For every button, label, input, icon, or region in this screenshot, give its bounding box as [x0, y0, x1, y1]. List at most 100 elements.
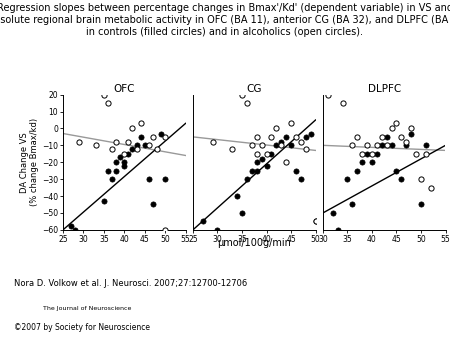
- Point: [162, 134, 169, 140]
- Text: The Journal of Neuroscience: The Journal of Neuroscience: [43, 306, 131, 311]
- Point: [349, 143, 356, 148]
- Point: [312, 219, 319, 224]
- Point: [253, 151, 260, 156]
- Point: [137, 134, 144, 140]
- Point: [112, 168, 120, 173]
- Point: [349, 202, 356, 207]
- Point: [364, 151, 371, 156]
- Point: [344, 176, 351, 182]
- Point: [133, 146, 140, 151]
- Point: [129, 126, 136, 131]
- Point: [383, 134, 390, 140]
- Text: Nora D. Volkow et al. J. Neurosci. 2007;27:12700-12706: Nora D. Volkow et al. J. Neurosci. 2007;…: [14, 279, 247, 288]
- Point: [273, 126, 280, 131]
- Point: [378, 143, 385, 148]
- Point: [243, 100, 251, 106]
- Point: [145, 176, 153, 182]
- Point: [253, 160, 260, 165]
- Point: [162, 176, 169, 182]
- Point: [369, 151, 376, 156]
- Point: [104, 168, 112, 173]
- Point: [408, 131, 415, 136]
- Title: DLPFC: DLPFC: [368, 84, 401, 94]
- Point: [199, 219, 207, 224]
- Point: [283, 160, 290, 165]
- Point: [121, 151, 128, 156]
- Point: [369, 160, 376, 165]
- Point: [418, 176, 425, 182]
- Point: [339, 100, 346, 106]
- Point: [359, 160, 366, 165]
- Point: [229, 146, 236, 151]
- Point: [248, 143, 256, 148]
- Point: [158, 131, 165, 136]
- Point: [354, 168, 361, 173]
- Point: [408, 126, 415, 131]
- Point: [258, 156, 265, 162]
- Point: [72, 227, 79, 233]
- Point: [100, 198, 108, 204]
- Point: [427, 185, 434, 190]
- Point: [104, 100, 112, 106]
- Point: [373, 143, 380, 148]
- Point: [329, 210, 336, 216]
- Point: [92, 143, 99, 148]
- Point: [112, 139, 120, 145]
- Point: [302, 134, 309, 140]
- Point: [413, 151, 420, 156]
- Point: [268, 151, 275, 156]
- Point: [149, 202, 157, 207]
- Point: [403, 139, 410, 145]
- Point: [418, 202, 425, 207]
- Point: [112, 160, 120, 165]
- Text: Regression slopes between percentage changes in Bmax'/Kd' (dependent variable) i: Regression slopes between percentage cha…: [0, 3, 450, 37]
- Point: [121, 160, 128, 165]
- Point: [68, 224, 75, 229]
- Point: [141, 143, 149, 148]
- Point: [258, 143, 265, 148]
- Point: [76, 139, 83, 145]
- Point: [393, 121, 400, 126]
- Point: [214, 227, 221, 233]
- Point: [238, 210, 246, 216]
- Point: [121, 163, 128, 168]
- Point: [297, 139, 305, 145]
- Point: [278, 139, 285, 145]
- Point: [153, 146, 161, 151]
- Text: ©2007 by Society for Neuroscience: ©2007 by Society for Neuroscience: [14, 323, 149, 332]
- Point: [273, 143, 280, 148]
- Point: [302, 146, 309, 151]
- Point: [292, 134, 300, 140]
- Point: [125, 139, 132, 145]
- Point: [388, 126, 395, 131]
- Point: [388, 143, 395, 148]
- Point: [125, 151, 132, 156]
- Point: [129, 146, 136, 151]
- Point: [359, 151, 366, 156]
- Point: [100, 92, 108, 97]
- Point: [263, 163, 270, 168]
- Title: OFC: OFC: [113, 84, 135, 94]
- Point: [398, 134, 405, 140]
- Point: [238, 92, 246, 97]
- Point: [307, 131, 314, 136]
- Title: CG: CG: [247, 84, 262, 94]
- Point: [263, 151, 270, 156]
- Point: [248, 168, 256, 173]
- Point: [297, 176, 305, 182]
- Point: [288, 143, 295, 148]
- Point: [373, 151, 380, 156]
- Point: [162, 227, 169, 233]
- Point: [288, 121, 295, 126]
- Point: [145, 143, 153, 148]
- Point: [422, 143, 429, 148]
- Point: [422, 151, 429, 156]
- Point: [278, 143, 285, 148]
- Point: [378, 134, 385, 140]
- Point: [364, 143, 371, 148]
- Point: [268, 134, 275, 140]
- Point: [383, 143, 390, 148]
- Point: [209, 139, 216, 145]
- Point: [324, 92, 331, 97]
- Point: [334, 227, 341, 233]
